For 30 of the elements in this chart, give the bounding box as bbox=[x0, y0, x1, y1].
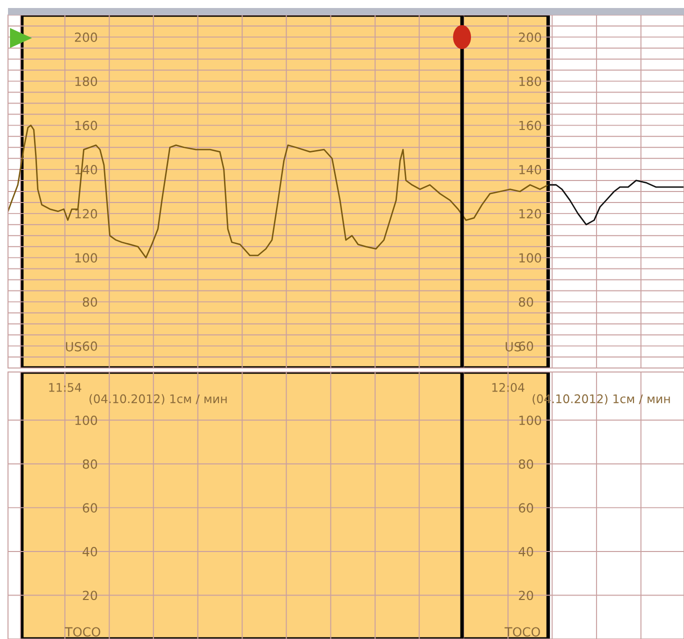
y-tick-label: 120 bbox=[75, 209, 98, 218]
y2-tick-label: 80 bbox=[518, 459, 534, 469]
y-axis-title: US bbox=[66, 342, 82, 352]
y2-tick-label: 100 bbox=[519, 416, 542, 426]
y-tick-label: 80 bbox=[82, 459, 98, 469]
y2-tick-label: 80 bbox=[518, 297, 534, 307]
y2-tick-label: 100 bbox=[519, 253, 542, 263]
y2-tick-label: 40 bbox=[518, 546, 534, 556]
y-tick-label: 100 bbox=[75, 253, 98, 263]
y2-tick-label: 60 bbox=[518, 503, 534, 513]
y2-tick-label: 140 bbox=[519, 164, 542, 174]
y2-tick-label: 160 bbox=[519, 120, 542, 130]
y-tick-label: 80 bbox=[82, 297, 98, 307]
y2-tick-label: 180 bbox=[519, 76, 542, 86]
y2-axis-title: TOCO bbox=[504, 627, 540, 637]
y-tick-label: 20 bbox=[82, 590, 98, 600]
y-tick-label: 60 bbox=[82, 341, 98, 351]
y-tick-label: 200 bbox=[74, 32, 98, 42]
y-tick-label: 160 bbox=[75, 120, 98, 130]
y2-tick-label: 120 bbox=[519, 209, 542, 218]
y-tick-label: 180 bbox=[75, 76, 98, 86]
y-axis-title: TOCO bbox=[64, 627, 100, 637]
y-tick-label: 100 bbox=[75, 416, 98, 426]
y2-tick-label: 20 bbox=[518, 590, 534, 600]
x-tick-label: 12:04 bbox=[492, 383, 524, 392]
y-tick-label: 40 bbox=[82, 546, 98, 556]
y-tick-label: 60 bbox=[82, 503, 98, 513]
x-tick-label: 11:54 bbox=[49, 383, 82, 392]
y2-tick-label: 200 bbox=[518, 32, 542, 42]
annotation: (04.10.2012) 1см / мин bbox=[90, 394, 227, 405]
